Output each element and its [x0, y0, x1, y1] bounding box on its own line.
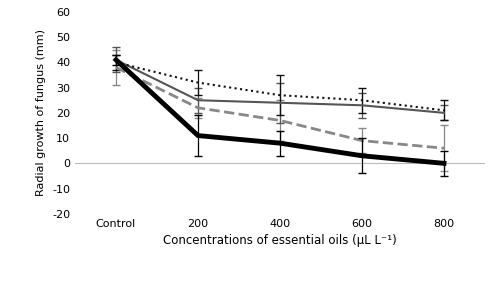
- Y-axis label: Radial growth of fungus (mm): Radial growth of fungus (mm): [36, 29, 46, 196]
- X-axis label: Concentrations of essential oils (μL L⁻¹): Concentrations of essential oils (μL L⁻¹…: [163, 234, 397, 247]
